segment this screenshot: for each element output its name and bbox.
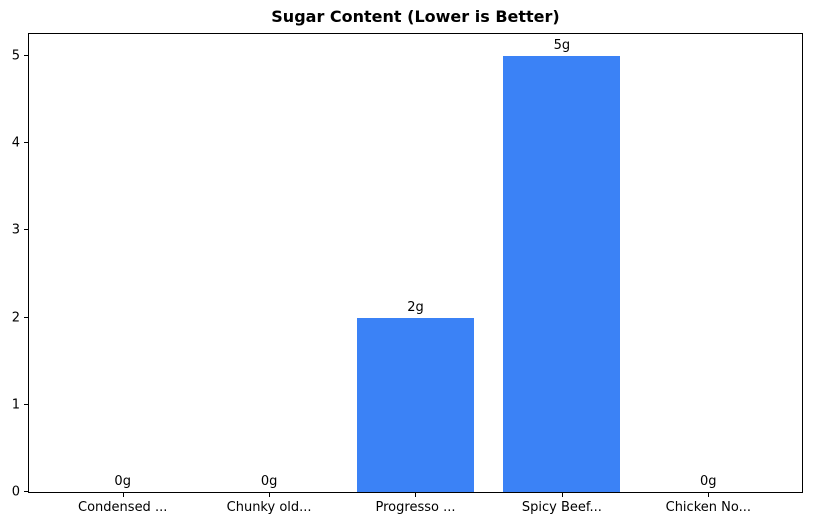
bar xyxy=(503,56,620,492)
y-tick-label: 5 xyxy=(11,48,20,64)
y-tick xyxy=(24,491,28,492)
y-tick-label: 4 xyxy=(11,135,20,151)
y-tick xyxy=(24,316,28,318)
y-tick-label: 3 xyxy=(11,222,20,238)
x-tick-label: Condensed ... xyxy=(78,500,168,515)
y-tick xyxy=(24,142,28,144)
y-tick-label: 1 xyxy=(11,397,20,413)
y-tick-label: 2 xyxy=(11,310,20,326)
x-tick xyxy=(415,493,416,497)
bar-value-label: 2g xyxy=(407,300,424,315)
bar-value-label: 5g xyxy=(553,38,571,53)
x-tick-label: Chicken No... xyxy=(665,500,751,515)
x-tick-label: Progresso ... xyxy=(375,500,456,515)
y-tick xyxy=(24,403,28,405)
y-tick xyxy=(24,54,28,56)
y-tick-label: 0 xyxy=(11,484,20,500)
x-tick xyxy=(562,493,563,497)
plot-area: 0 1 2 3 4 5 0g Condensed ... 0g Chunky old... 2g Pr… xyxy=(12,33,803,514)
x-tick-label: Spicy Beef... xyxy=(521,500,602,515)
x-tick-label: Chunky old... xyxy=(226,500,312,515)
x-tick xyxy=(123,493,124,497)
bar xyxy=(357,318,474,492)
x-tick xyxy=(269,493,270,497)
bar-value-label: 0g xyxy=(700,474,717,489)
chart-title: Sugar Content (Lower is Better) xyxy=(271,7,560,26)
y-tick xyxy=(24,229,28,231)
bar-value-label: 0g xyxy=(260,474,278,489)
bar-value-label: 0g xyxy=(114,474,131,489)
x-tick xyxy=(708,493,709,497)
